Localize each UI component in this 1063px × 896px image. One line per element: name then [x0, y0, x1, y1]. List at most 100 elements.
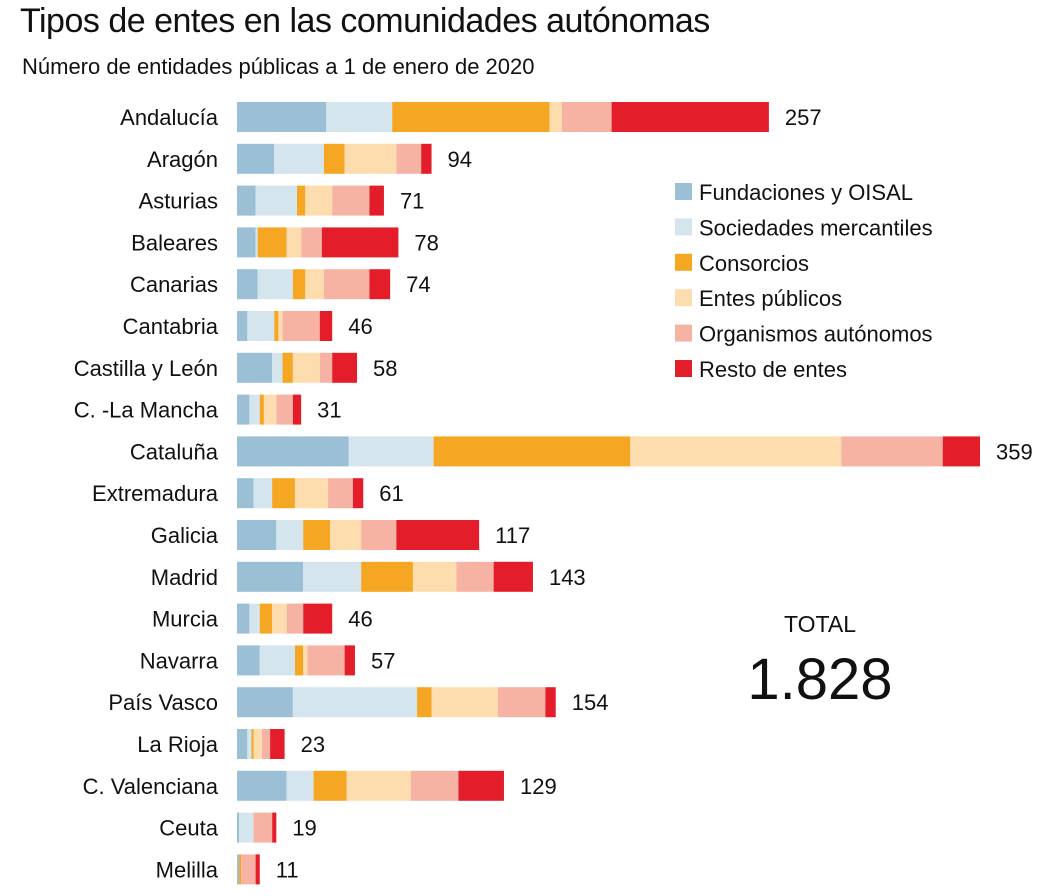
- bar-segment: [392, 102, 550, 132]
- total-data-label: 117: [495, 523, 530, 548]
- bar-segment: [456, 561, 494, 592]
- bar-segment: [841, 436, 943, 467]
- bar-segment: [237, 520, 277, 550]
- total-data-label: 154: [572, 690, 609, 715]
- bar-segment: [270, 729, 285, 759]
- total-data-label: 31: [317, 398, 341, 423]
- total-data-label: 78: [414, 230, 438, 255]
- bar-segment: [458, 770, 504, 801]
- bar-segment: [549, 102, 562, 132]
- bar-segment: [237, 352, 273, 383]
- bar-segment: [417, 687, 432, 718]
- total-data-label: 94: [448, 147, 472, 172]
- bar-segment: [292, 269, 306, 300]
- bar-segment: [346, 770, 411, 801]
- total-data-label: 46: [348, 314, 372, 339]
- bar-segment: [369, 185, 384, 216]
- bar-segment: [303, 520, 331, 550]
- bar-segment: [303, 561, 362, 592]
- legend-entry: Sociedades mercantiles: [699, 215, 933, 240]
- bar-segment: [239, 854, 242, 885]
- bar-segment: [323, 143, 345, 174]
- bar-segment: [292, 352, 320, 383]
- bar-segment: [396, 143, 422, 174]
- bar-segment: [237, 478, 254, 509]
- legend-entry: Entes públicos: [699, 286, 842, 311]
- bar-segment: [286, 227, 302, 258]
- total-data-label: 58: [373, 356, 397, 381]
- total-data-label: 57: [371, 648, 395, 673]
- bar-segment: [272, 812, 277, 843]
- total-data-label: 74: [406, 272, 430, 297]
- category-label: Cantabria: [123, 314, 219, 339]
- total-data-label: 23: [301, 732, 325, 757]
- total-label: TOTAL: [784, 611, 856, 637]
- bar-segment: [497, 687, 546, 718]
- bar-segment: [241, 854, 256, 885]
- bar-segment: [253, 478, 273, 509]
- bar-segment: [421, 143, 432, 174]
- bar-segment: [313, 770, 347, 801]
- total-data-label: 11: [276, 857, 299, 882]
- bar-segment: [292, 687, 418, 718]
- legend-entry: Organismos autónomos: [699, 322, 933, 347]
- bar-segment: [630, 436, 842, 467]
- legend-swatch: [675, 218, 692, 236]
- bar-segment: [301, 227, 322, 258]
- bar-segment: [369, 269, 391, 300]
- category-label: Madrid: [151, 565, 218, 590]
- bar-segment: [303, 603, 333, 634]
- category-label: C. Valenciana: [83, 774, 219, 799]
- bar-segment: [493, 561, 533, 592]
- bar-segment: [412, 561, 457, 592]
- bar-segment: [286, 770, 314, 801]
- bar-segment: [286, 603, 304, 634]
- bar-segment: [263, 394, 277, 425]
- bar-segment: [237, 603, 250, 634]
- category-label: Canarias: [130, 272, 218, 297]
- bar-segment: [282, 352, 293, 383]
- bar-segment: [321, 227, 399, 258]
- bar-segment: [332, 352, 358, 383]
- bar-segment: [255, 854, 260, 885]
- category-label: Galicia: [151, 523, 219, 548]
- bar-segment: [253, 729, 262, 759]
- legend-swatch: [675, 289, 692, 307]
- bar-segment: [237, 645, 260, 676]
- legend-entry: Fundaciones y OISAL: [699, 180, 913, 205]
- bar-segment: [259, 603, 273, 634]
- legend-swatch: [675, 324, 692, 342]
- bar-segment: [305, 185, 333, 216]
- bar-segment: [237, 770, 287, 801]
- total-data-label: 143: [549, 565, 586, 590]
- bar-segment: [237, 394, 250, 425]
- bar-segment: [344, 645, 355, 676]
- bar-segment: [237, 311, 248, 341]
- bar-segment: [237, 143, 275, 174]
- bar-segment: [361, 520, 397, 550]
- total-data-label: 257: [785, 105, 822, 130]
- category-label: Extremadura: [92, 481, 219, 506]
- chart-title: Tipos de entes en las comunidades autóno…: [20, 2, 710, 40]
- legend-swatch: [675, 253, 692, 271]
- bar-segment: [433, 436, 631, 467]
- category-label: C. -La Mancha: [74, 398, 219, 423]
- bar-segment: [237, 812, 240, 843]
- bar-segment: [237, 561, 304, 592]
- bar-segment: [257, 269, 293, 300]
- bar-segment: [255, 185, 298, 216]
- bar-segment: [237, 185, 256, 216]
- bar-segment: [319, 311, 333, 341]
- bar-segment: [325, 102, 393, 132]
- bar-segment: [272, 352, 283, 383]
- total-data-label: 71: [400, 189, 424, 214]
- bar-segment: [561, 102, 612, 132]
- category-label: Ceuta: [159, 816, 218, 841]
- total-data-label: 129: [520, 774, 557, 799]
- bar-segment: [239, 812, 254, 843]
- bar-segment: [282, 311, 320, 341]
- legend-swatch: [675, 183, 692, 200]
- bar-segment: [237, 729, 248, 759]
- category-label: Castilla y León: [74, 356, 218, 381]
